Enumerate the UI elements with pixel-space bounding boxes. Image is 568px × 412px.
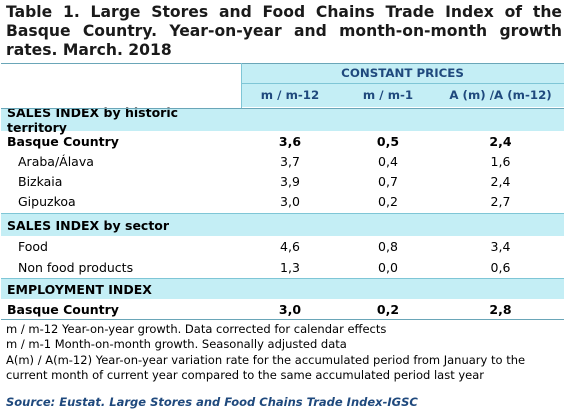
row-label: Gipuzkoa bbox=[18, 193, 76, 209]
row-label: Non food products bbox=[18, 260, 134, 275]
section-row-territory: SALES INDEX by historic territory bbox=[1, 105, 564, 135]
column-header-row: m / m-12 m / m-1 A (m) /A (m-12) bbox=[1, 83, 564, 107]
row-label: Basque Country bbox=[7, 133, 119, 149]
note-line: A(m) / A(m-12) Year-on-year variation ra… bbox=[6, 352, 526, 382]
cell-value: 2,8 bbox=[489, 301, 512, 317]
cell-value: 0,2 bbox=[378, 193, 398, 209]
row-label: Basque Country bbox=[7, 301, 119, 317]
cell-value: 3,7 bbox=[280, 153, 300, 169]
table-rule bbox=[1, 108, 564, 109]
col-header-accumulated: A (m) /A (m-12) bbox=[449, 88, 552, 102]
table-row: Bizkaia 3,9 0,7 2,4 bbox=[1, 171, 564, 191]
cell-value: 3,6 bbox=[278, 133, 302, 149]
table-title: Table 1. Large Stores and Food Chains Tr… bbox=[6, 3, 562, 59]
constant-prices-header: CONSTANT PRICES bbox=[341, 66, 464, 80]
cell-value: 4,6 bbox=[280, 239, 300, 254]
section-label: SALES INDEX by sector bbox=[7, 217, 170, 233]
table-rule bbox=[241, 63, 242, 108]
section-row-sector: SALES INDEX by sector bbox=[1, 214, 564, 236]
note-line: m / m-1 Month-on-month growth. Seasonall… bbox=[6, 337, 347, 352]
table-notes: m / m-12 Year-on-year growth. Data corre… bbox=[6, 322, 564, 383]
section-row-employment: EMPLOYMENT INDEX bbox=[1, 279, 564, 299]
table-rule bbox=[241, 83, 564, 84]
cell-value: 3,0 bbox=[280, 193, 300, 209]
data-table: CONSTANT PRICES m / m-12 m / m-1 A (m) /… bbox=[1, 63, 564, 320]
cell-value: 0,0 bbox=[378, 260, 398, 275]
row-label: Bizkaia bbox=[18, 173, 63, 189]
cell-value: 3,4 bbox=[490, 239, 511, 254]
table-row: Basque Country 3,6 0,5 2,4 bbox=[1, 131, 564, 151]
table-row: Araba/Álava 3,7 0,4 1,6 bbox=[1, 151, 564, 171]
cell-value: 0,8 bbox=[378, 239, 398, 254]
cell-value: 0,2 bbox=[376, 301, 400, 317]
cell-value: 2,7 bbox=[490, 193, 511, 209]
cell-value: 1,3 bbox=[280, 260, 300, 275]
table-row: Basque Country 3,0 0,2 2,8 bbox=[1, 299, 564, 319]
cell-value: 0,6 bbox=[490, 260, 511, 275]
row-label: Food bbox=[18, 239, 48, 254]
cell-value: 3,0 bbox=[278, 301, 302, 317]
table-rule bbox=[1, 213, 564, 214]
table-rule bbox=[1, 319, 564, 320]
table-rule bbox=[1, 63, 564, 64]
cell-value: 0,4 bbox=[378, 153, 398, 169]
cell-value: 1,6 bbox=[490, 153, 511, 169]
cell-value: 0,5 bbox=[376, 133, 400, 149]
note-line: m / m-12 Year-on-year growth. Data corre… bbox=[6, 322, 387, 336]
source-line: Source: Eustat. Large Stores and Food Ch… bbox=[6, 395, 418, 409]
cell-value: 3,9 bbox=[280, 173, 300, 189]
table-row: Food 4,6 0,8 3,4 bbox=[1, 236, 564, 257]
table-row: Gipuzkoa 3,0 0,2 2,7 bbox=[1, 191, 564, 211]
col-header-mm12: m / m-12 bbox=[260, 88, 320, 102]
header-group-row: CONSTANT PRICES bbox=[1, 63, 564, 83]
col-header-mm1: m / m-1 bbox=[362, 88, 414, 102]
cell-value: 2,4 bbox=[490, 173, 511, 189]
cell-value: 0,7 bbox=[378, 173, 398, 189]
row-label: Araba/Álava bbox=[18, 153, 94, 169]
section-label: EMPLOYMENT INDEX bbox=[7, 281, 152, 297]
cell-value: 2,4 bbox=[489, 133, 512, 149]
table-row: Non food products 1,3 0,0 0,6 bbox=[1, 257, 564, 278]
table-rule bbox=[1, 278, 564, 279]
